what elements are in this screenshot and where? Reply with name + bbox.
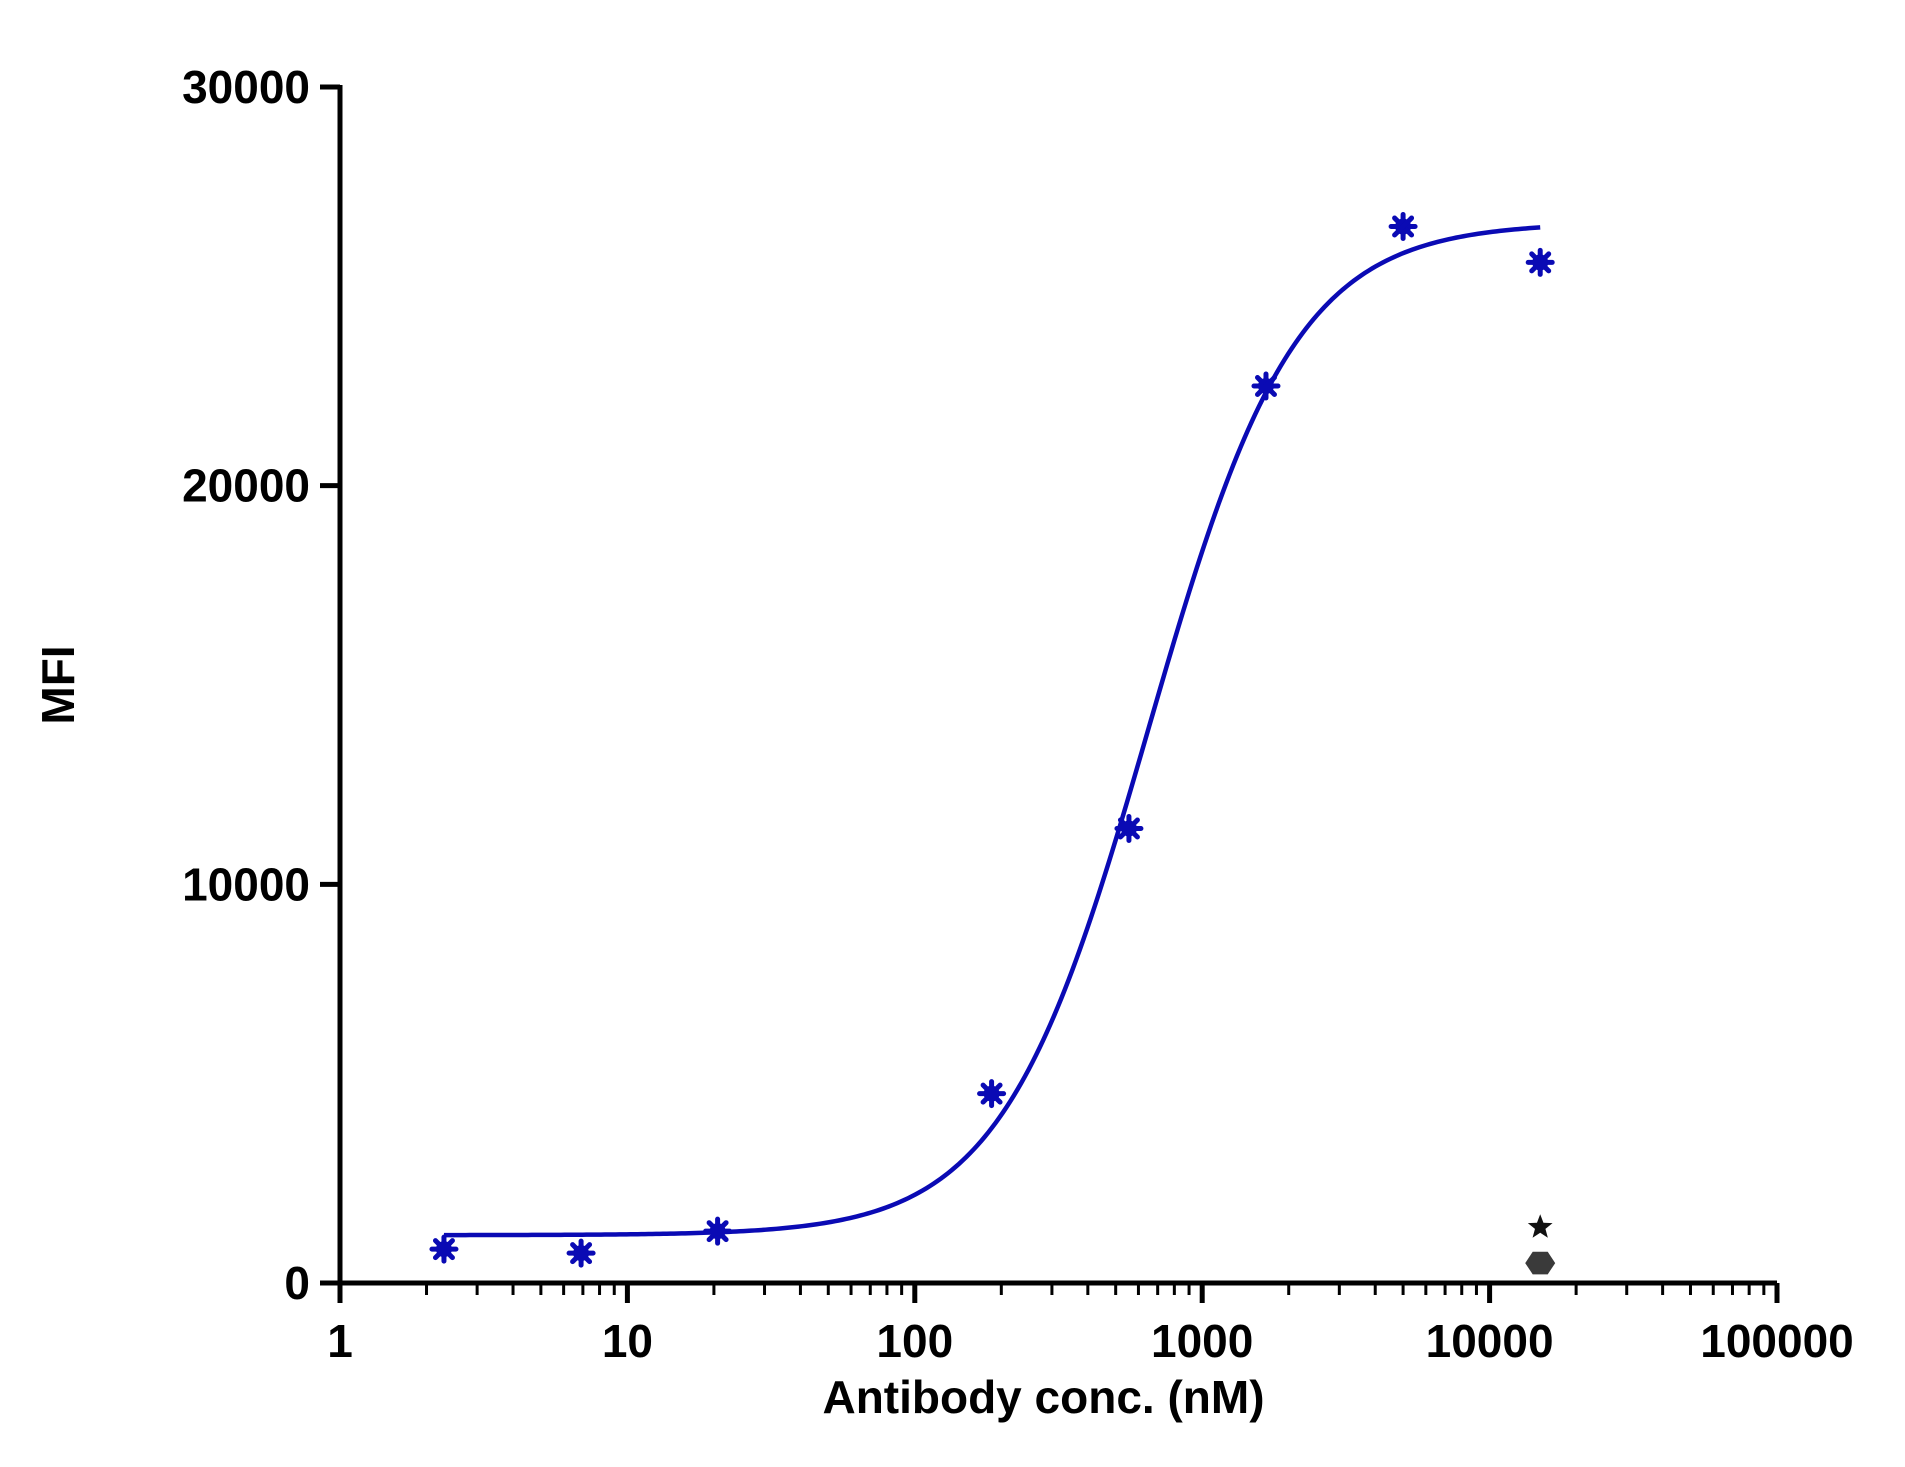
- fit-curve: [443, 225, 1541, 1238]
- y-tick-label: 10000: [182, 858, 310, 910]
- x-tick-label: 100: [876, 1315, 953, 1367]
- y-tick-label: 20000: [182, 460, 310, 512]
- x-axis-ticks: 1 10 100 1000 10000 100000: [327, 1283, 1854, 1367]
- y-axis-title: MFI: [32, 645, 84, 724]
- data-point-star: [1527, 1214, 1553, 1238]
- x-tick-label: 10: [602, 1315, 653, 1367]
- y-tick-label: 0: [284, 1257, 310, 1309]
- x-tick-label: 1000: [1151, 1315, 1253, 1367]
- x-axis-title: Antibody conc. (nM): [822, 1371, 1264, 1423]
- data-point-asterisk: [429, 1234, 459, 1264]
- data-point-asterisk: [703, 1216, 733, 1246]
- x-tick-label: 10000: [1426, 1315, 1554, 1367]
- data-point-asterisk: [977, 1079, 1007, 1109]
- x-tick-label: 1: [327, 1315, 353, 1367]
- fit-curve-layer: [443, 225, 1541, 1238]
- data-point-asterisk: [1525, 247, 1555, 277]
- data-point-asterisk: [566, 1238, 596, 1268]
- axes: [337, 85, 1777, 1286]
- data-point-asterisk: [1114, 814, 1144, 844]
- x-tick-label: 100000: [1700, 1315, 1854, 1367]
- y-tick-label: 30000: [182, 61, 310, 113]
- data-point-asterisk: [1251, 371, 1281, 401]
- data-point-asterisk: [1388, 212, 1418, 242]
- data-point-hexagon: [1525, 1251, 1556, 1275]
- y-axis-ticks: 0 10000 20000 30000: [182, 61, 340, 1309]
- data-points-layer: [429, 212, 1556, 1275]
